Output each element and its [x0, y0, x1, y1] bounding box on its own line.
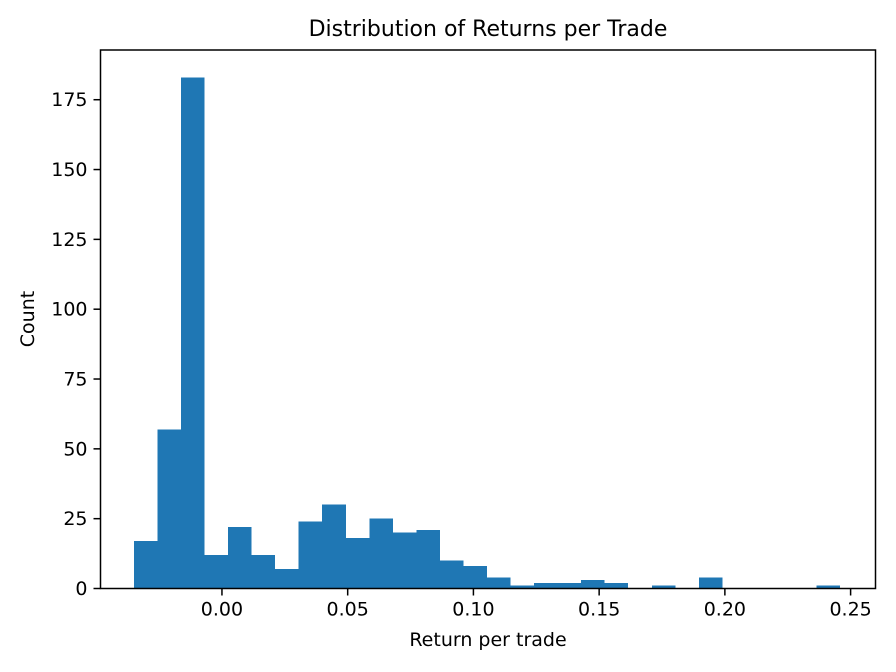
- histogram-bar: [510, 585, 535, 589]
- histogram-bar: [133, 541, 158, 589]
- histogram-bar: [439, 560, 464, 589]
- histogram-bar: [816, 585, 841, 589]
- histogram-bar: [228, 527, 252, 589]
- histogram-bar: [486, 577, 511, 589]
- histogram-bar: [298, 521, 323, 589]
- x-tick-label: 0.20: [704, 599, 746, 621]
- y-tick-label: 100: [51, 299, 87, 321]
- x-tick-label: 0.00: [201, 599, 243, 621]
- histogram-bar: [251, 554, 276, 589]
- y-tick-label: 150: [51, 159, 87, 181]
- x-axis-label: Return per trade: [409, 629, 567, 651]
- histogram-bar: [581, 580, 605, 589]
- histogram-bar: [534, 582, 558, 589]
- histogram-bar: [369, 518, 393, 589]
- y-tick-label: 50: [63, 438, 87, 460]
- y-tick-label: 125: [51, 229, 87, 251]
- y-axis-label: Count: [17, 290, 39, 348]
- y-tick-label: 75: [63, 369, 87, 391]
- x-tick-label: 0.10: [452, 599, 494, 621]
- histogram-bar: [181, 77, 205, 589]
- axes-box: [99, 49, 877, 590]
- x-tick-label: 0.05: [327, 599, 369, 621]
- y-tick-label: 175: [51, 89, 87, 111]
- histogram-bar: [604, 582, 629, 589]
- x-tick-label: 0.25: [829, 599, 871, 621]
- histogram-bar: [416, 529, 440, 589]
- y-tick-label: 25: [63, 508, 87, 530]
- histogram-bar: [204, 554, 229, 589]
- histogram-bar: [651, 585, 676, 589]
- histogram-bar: [698, 577, 723, 589]
- chart-title: Distribution of Returns per Trade: [308, 17, 668, 42]
- histogram-bar: [557, 582, 582, 589]
- histogram-bar: [345, 538, 370, 589]
- histogram-bar: [322, 504, 346, 589]
- histogram-bar: [392, 532, 417, 589]
- histogram-bar: [157, 429, 182, 589]
- x-tick-label: 0.15: [578, 599, 620, 621]
- y-tick-label: 0: [75, 578, 87, 600]
- histogram-bar: [463, 566, 487, 589]
- histogram-bar: [275, 568, 299, 589]
